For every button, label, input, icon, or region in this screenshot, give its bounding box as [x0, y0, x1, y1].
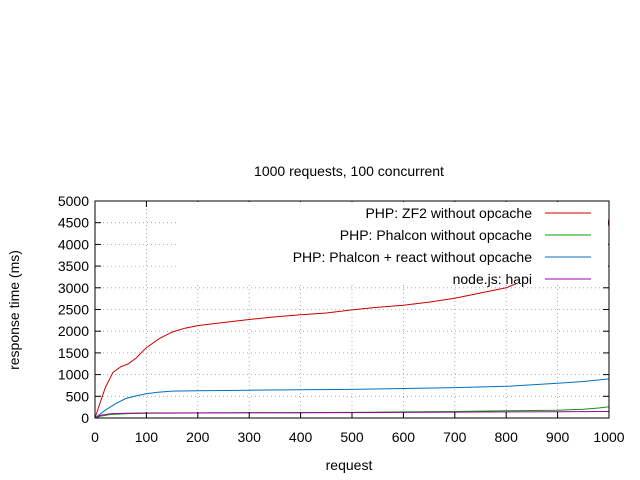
- y-tick-label: 2000: [58, 323, 89, 339]
- y-tick-label: 5000: [58, 193, 89, 209]
- chart-title: 1000 requests, 100 concurrent: [254, 163, 444, 179]
- y-tick-label: 2500: [58, 302, 89, 318]
- legend-label: node.js: hapi: [453, 271, 532, 287]
- x-tick-label: 600: [392, 429, 416, 445]
- y-tick-label: 4500: [58, 215, 89, 231]
- axis-ticks: 0500100015002000250030003500400045005000…: [58, 193, 625, 445]
- y-tick-label: 1000: [58, 367, 89, 383]
- x-tick-label: 1000: [593, 429, 624, 445]
- x-axis-label: request: [326, 457, 373, 473]
- y-tick-label: 0: [81, 410, 89, 426]
- x-tick-label: 0: [91, 429, 99, 445]
- legend-background: [178, 202, 608, 284]
- x-tick-label: 200: [186, 429, 210, 445]
- y-tick-label: 500: [66, 388, 90, 404]
- series-line-3: [94, 378, 610, 419]
- y-tick-label: 3000: [58, 280, 89, 296]
- x-tick-label: 900: [546, 429, 570, 445]
- x-tick-label: 800: [495, 429, 519, 445]
- y-tick-label: 1500: [58, 345, 89, 361]
- x-tick-label: 100: [135, 429, 159, 445]
- legend-label: PHP: Phalcon + react without opcache: [293, 249, 533, 265]
- x-tick-label: 500: [340, 429, 364, 445]
- y-tick-label: 4000: [58, 236, 89, 252]
- x-tick-label: 700: [443, 429, 467, 445]
- series-line-4: [94, 411, 610, 419]
- legend: PHP: ZF2 without opcache PHP: Phalcon wit…: [293, 205, 591, 287]
- y-axis-label: response time (ms): [6, 250, 22, 370]
- x-tick-label: 400: [289, 429, 313, 445]
- x-tick-label: 300: [238, 429, 262, 445]
- legend-label: PHP: ZF2 without opcache: [365, 205, 532, 221]
- legend-label: PHP: Phalcon without opcache: [340, 227, 532, 243]
- y-tick-label: 3500: [58, 258, 89, 274]
